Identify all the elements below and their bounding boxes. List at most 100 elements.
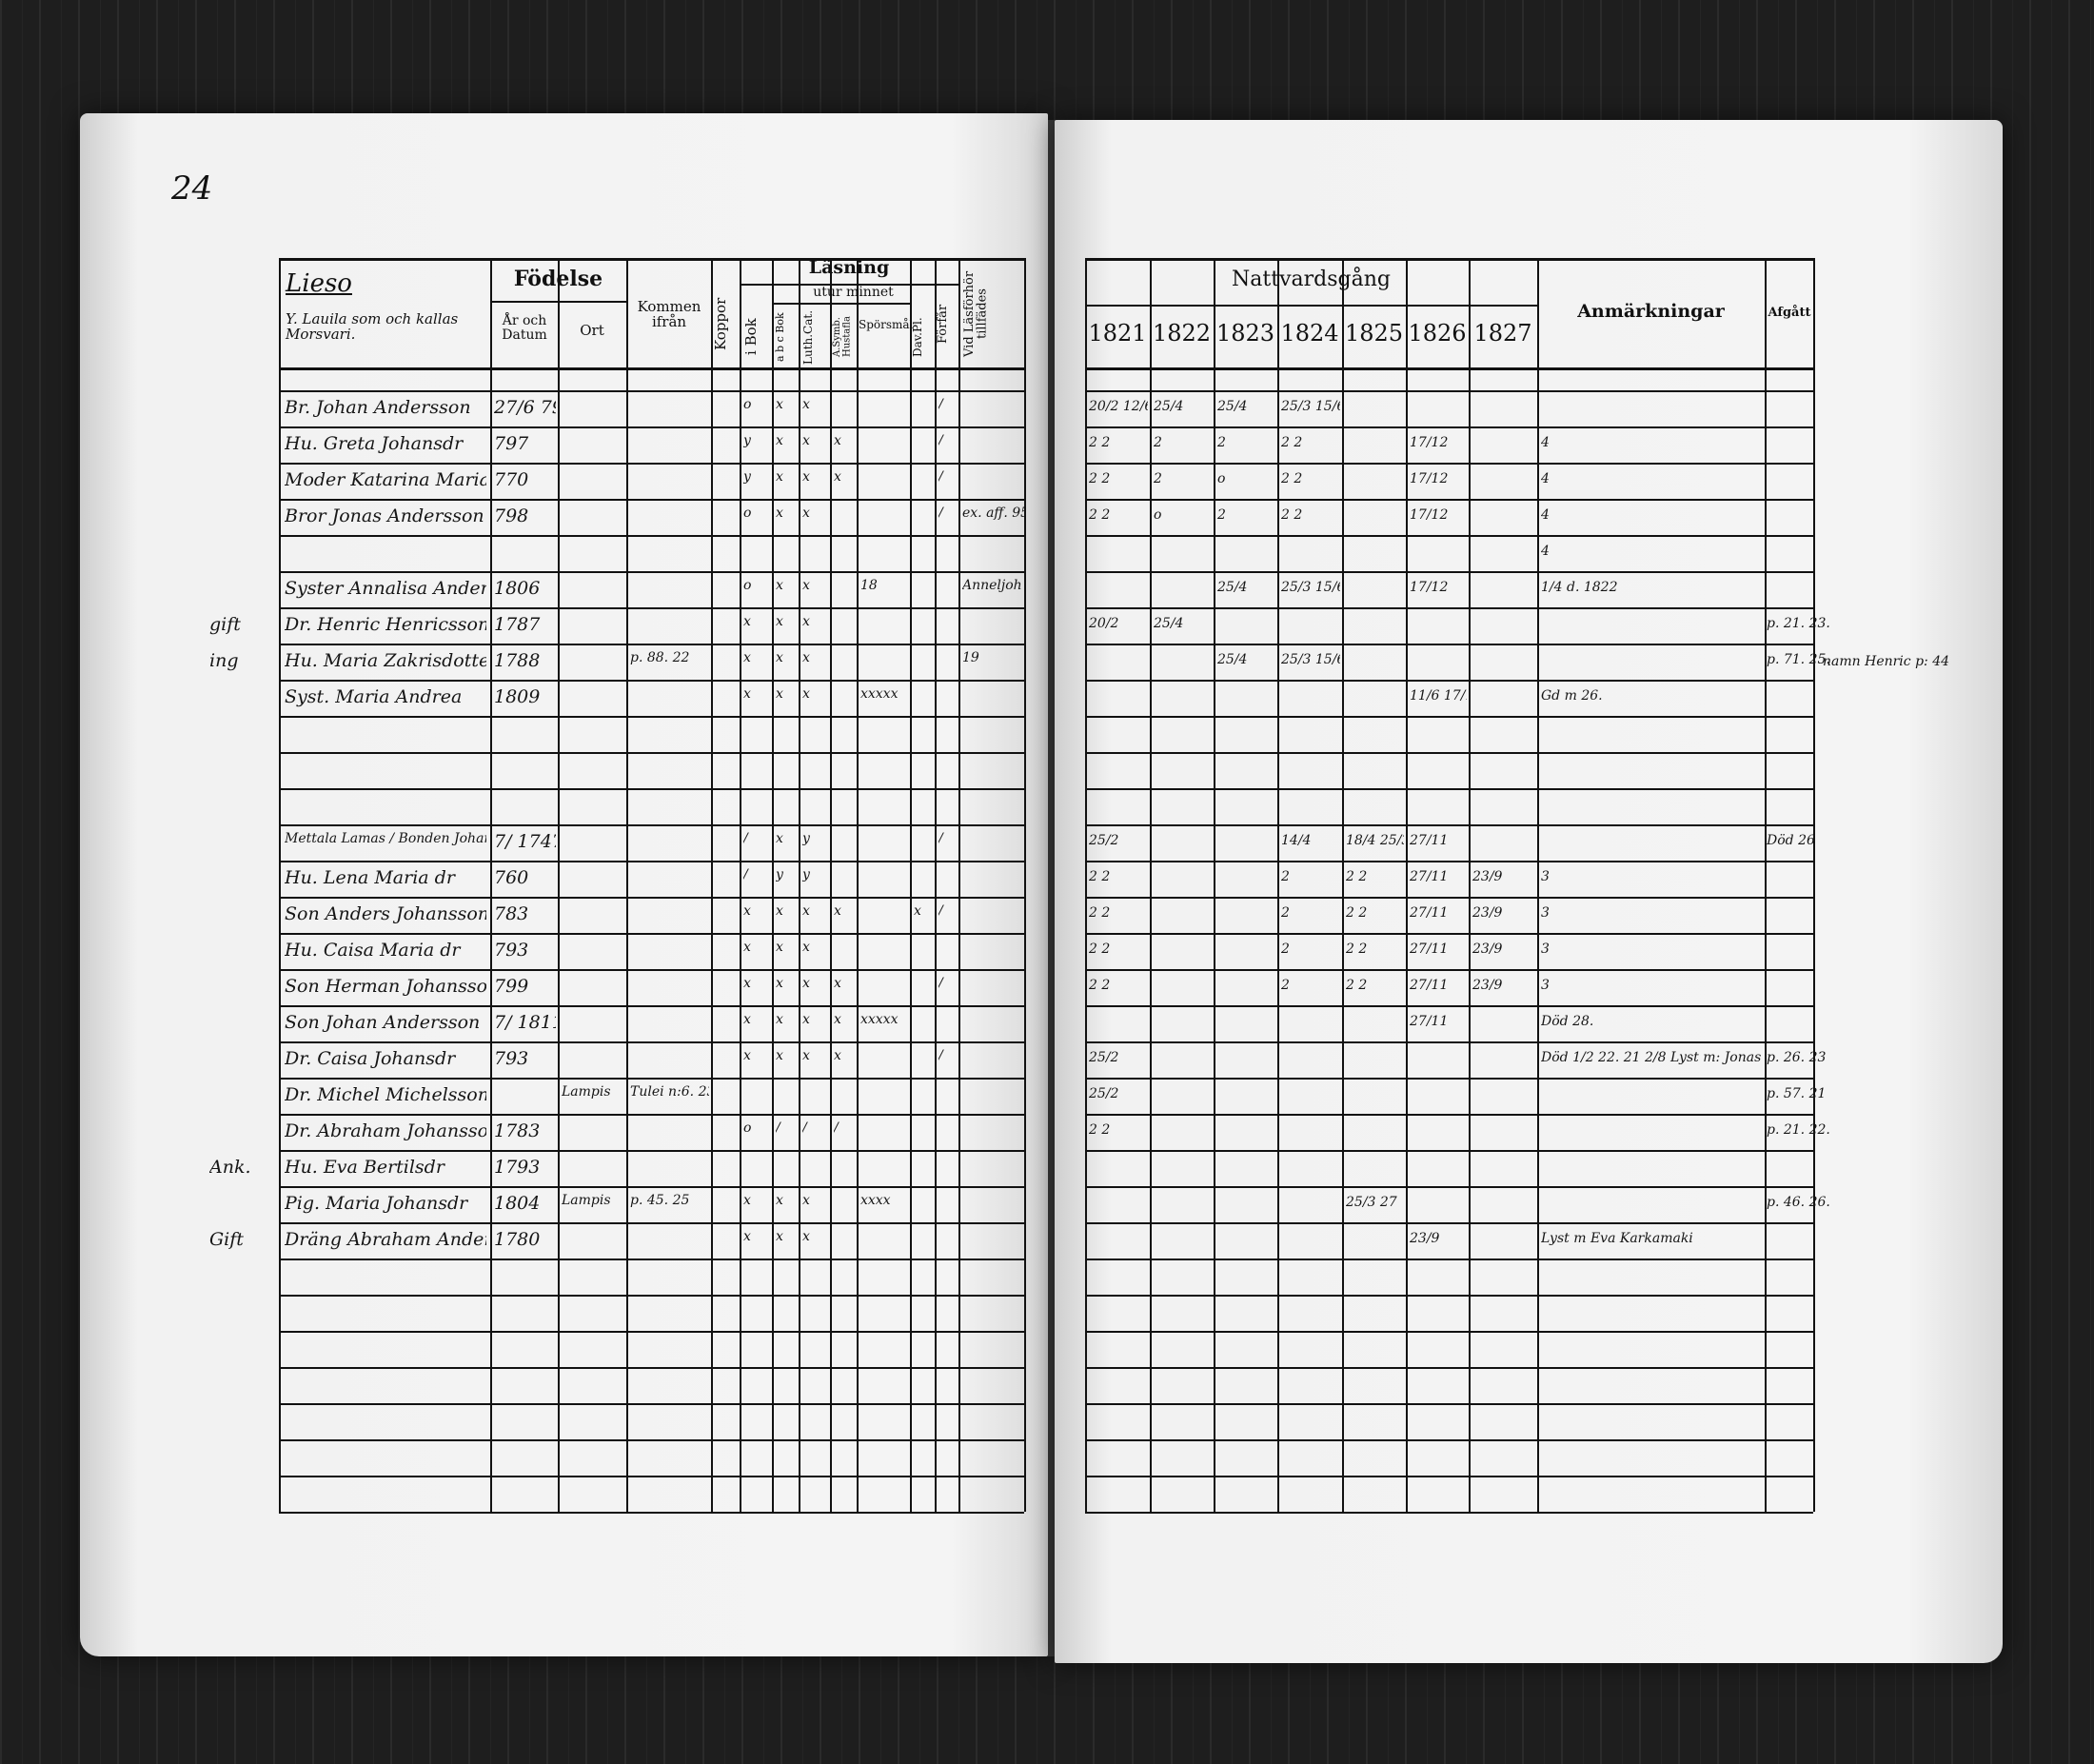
birth-year: 793 <box>494 940 529 961</box>
reading-mark: / <box>938 505 943 521</box>
birth-year: 1793 <box>494 1157 541 1178</box>
right-row-rule <box>1085 1150 1813 1152</box>
birth-year: 27/6 795 <box>494 397 556 418</box>
left-row-rule <box>279 390 1024 392</box>
right-row-rule <box>1085 824 1813 826</box>
left-row-rule <box>279 644 1024 645</box>
remark: 3 <box>1541 941 1550 957</box>
left-row-rule <box>279 716 1024 718</box>
came-from: p. 88. 22 <box>630 650 690 665</box>
right-row-rule <box>1085 933 1813 935</box>
right-row-rule <box>1085 1041 1813 1043</box>
birth-year: 1787 <box>494 614 541 635</box>
reading-mark: x <box>802 469 810 485</box>
person-name: Son Anders Johansson <box>285 903 486 924</box>
remark: 3 <box>1541 869 1550 884</box>
right-row-rule <box>1085 1476 1813 1477</box>
left-column-rule <box>857 258 859 1512</box>
communion-date: 27/11 <box>1410 978 1449 993</box>
person-name: Dr. Michel Michelsson <box>285 1084 486 1105</box>
communion-date: 2 <box>1281 978 1290 993</box>
reading-mark: x <box>776 505 783 521</box>
reading-mark: y <box>743 433 751 448</box>
communion-date: 11/6 17/12 <box>1410 688 1467 704</box>
communion-date: 17/12 <box>1410 471 1449 486</box>
communion-date: 2 <box>1154 435 1162 450</box>
reading-mark: / <box>938 976 943 991</box>
header-forfar: Förfår <box>936 304 950 344</box>
right-column-rule <box>1406 258 1408 1512</box>
person-name: Mettala Lamas / Bonden Johan Ericsson <box>285 831 486 846</box>
reading-mark: / <box>743 831 748 846</box>
departed-note: p. 26. 23 <box>1767 1050 1827 1065</box>
communion-date: 17/12 <box>1410 507 1449 523</box>
header-dav-pl: Dav.Pl. <box>911 317 924 357</box>
left-column-rule <box>490 258 492 1512</box>
left-column-rule <box>772 258 774 1512</box>
person-name: Son Herman Johansson <box>285 976 486 997</box>
communion-date: 2 <box>1154 471 1162 486</box>
communion-date: o <box>1154 507 1162 523</box>
right-row-rule <box>1085 607 1813 609</box>
margin-note: gift <box>209 614 241 635</box>
header-ar-och-datum: År och Datum <box>502 313 547 343</box>
reading-mark: x <box>776 1012 783 1027</box>
outer-margin-note: namn Henric p: 44 <box>1823 654 1950 669</box>
person-name: Moder Katarina Maria Eliasdr <box>285 469 486 490</box>
right-row-rule <box>1085 644 1813 645</box>
right-column-rule <box>1813 258 1815 1512</box>
departed-note: Död 26 <box>1767 833 1815 848</box>
communion-date: 2 2 <box>1089 978 1111 993</box>
left-row-rule <box>279 933 1024 935</box>
left-column-rule <box>740 258 741 1512</box>
remark: Gd m 26. <box>1541 688 1603 704</box>
left-row-rule <box>279 680 1024 682</box>
departed-note: p. 21. 22. <box>1767 1122 1830 1138</box>
reading-mark: x <box>743 614 751 629</box>
left-row-rule <box>279 607 1024 609</box>
header-kommen-ifran: Kommen ifrån <box>637 298 701 330</box>
reading-mark: x <box>743 1012 751 1027</box>
left-column-rule <box>626 258 628 1512</box>
left-column-rule <box>799 258 800 1512</box>
left-row-rule <box>279 824 1024 826</box>
reading-mark: x <box>802 614 810 629</box>
header-lasning: Läsning <box>808 257 890 278</box>
reading-mark: x <box>776 903 783 919</box>
reading-mark: x <box>802 1048 810 1063</box>
left-row-rule <box>279 1186 1024 1188</box>
communion-date: 14/4 <box>1281 833 1312 848</box>
reading-mark: x <box>743 1193 751 1208</box>
reading-mark: x <box>776 614 783 629</box>
remark: 4 <box>1541 544 1550 559</box>
reading-mark: x <box>776 976 783 991</box>
right-row-rule <box>1085 1403 1813 1405</box>
communion-date: 25/2 <box>1089 1086 1119 1101</box>
header-abc-bok: a b c Bok <box>774 312 786 362</box>
right-row-rule <box>1085 1367 1813 1369</box>
communion-date: 25/4 <box>1217 580 1248 595</box>
reading-mark: o <box>743 578 752 593</box>
communion-date: 2 2 <box>1346 869 1368 884</box>
page-number: 24 <box>171 169 213 208</box>
communion-date: 23/9 <box>1472 941 1503 957</box>
left-row-rule <box>279 1259 1024 1260</box>
header-i-bok: i Bok <box>742 318 760 356</box>
reading-mark: x <box>776 831 783 846</box>
left-row-rule <box>279 1041 1024 1043</box>
person-name: Son Johan Andersson <box>285 1012 481 1033</box>
header-name-col: Lieso <box>286 269 352 298</box>
reading-mark: x <box>802 433 810 448</box>
header-year: 1822 <box>1152 320 1212 347</box>
person-name: Dr. Henric Henricsson <box>285 614 486 635</box>
reading-mark: x <box>834 469 841 485</box>
birth-year: 798 <box>494 505 529 526</box>
right-row-rule <box>1085 716 1813 718</box>
right-row-rule <box>1085 571 1813 573</box>
reading-mark: x <box>802 1012 810 1027</box>
remark: Död 28. <box>1541 1014 1594 1029</box>
communion-date: 2 2 <box>1281 471 1303 486</box>
communion-date: 27/11 <box>1410 833 1449 848</box>
birth-year: 7/ 1811 <box>494 1012 556 1033</box>
came-from: p. 45. 25 <box>630 1193 690 1208</box>
